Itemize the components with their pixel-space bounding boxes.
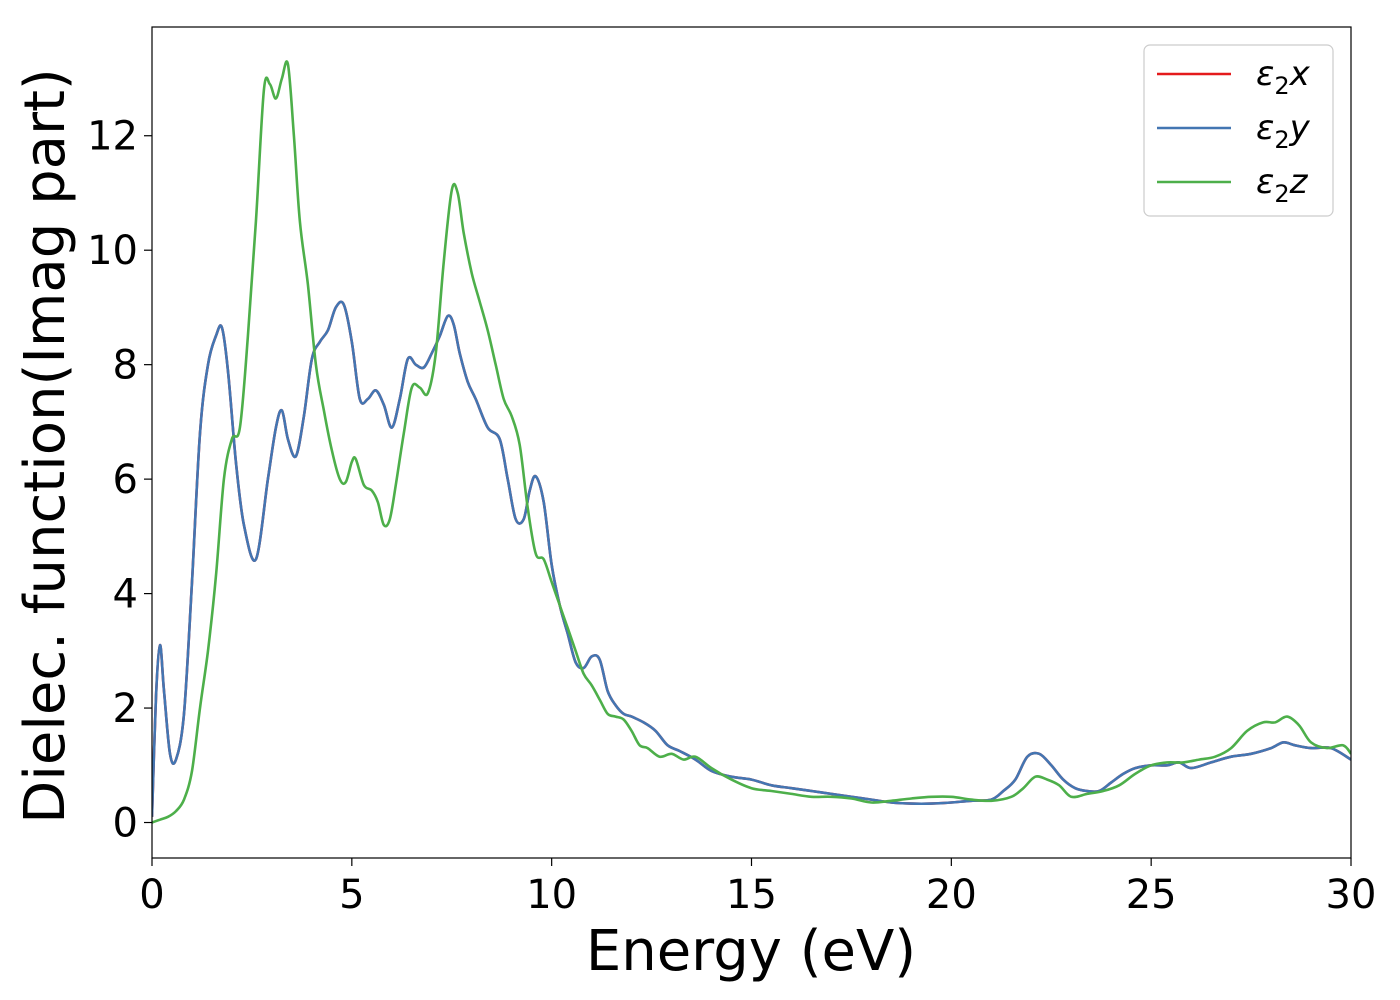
- legend-label-x: ε2x: [1256, 54, 1311, 100]
- x-tick-label: 15: [726, 872, 777, 918]
- series-line-z: [152, 60, 1351, 824]
- y-tick-label: 6: [113, 457, 138, 503]
- y-tick-label: 0: [113, 801, 138, 847]
- legend-box: [1143, 44, 1334, 217]
- series-lines: [152, 60, 1351, 824]
- x-tick-label: 10: [526, 872, 577, 918]
- x-axis-ticks: 0 5 10 15 20 25 30: [139, 858, 1376, 918]
- legend-label-y: ε2y: [1256, 108, 1311, 154]
- legend-label-z: ε2z: [1256, 162, 1309, 208]
- x-tick-label: 25: [1126, 872, 1177, 918]
- y-axis-title: Dielec. function(Imag part): [13, 68, 78, 824]
- y-tick-label: 10: [87, 228, 138, 274]
- x-axis-title: Energy (eV): [586, 919, 916, 984]
- y-tick-label: 2: [113, 686, 138, 732]
- y-axis-ticks: 0 2 4 6 8 10 12: [87, 114, 152, 847]
- y-tick-label: 8: [113, 343, 138, 389]
- x-tick-label: 30: [1326, 872, 1377, 918]
- x-tick-label: 5: [339, 872, 364, 918]
- y-tick-label: 4: [113, 572, 138, 618]
- x-tick-label: 20: [926, 872, 977, 918]
- y-tick-label: 12: [87, 114, 138, 160]
- legend: ε2x ε2y ε2z: [1143, 44, 1334, 217]
- x-tick-label: 0: [139, 872, 164, 918]
